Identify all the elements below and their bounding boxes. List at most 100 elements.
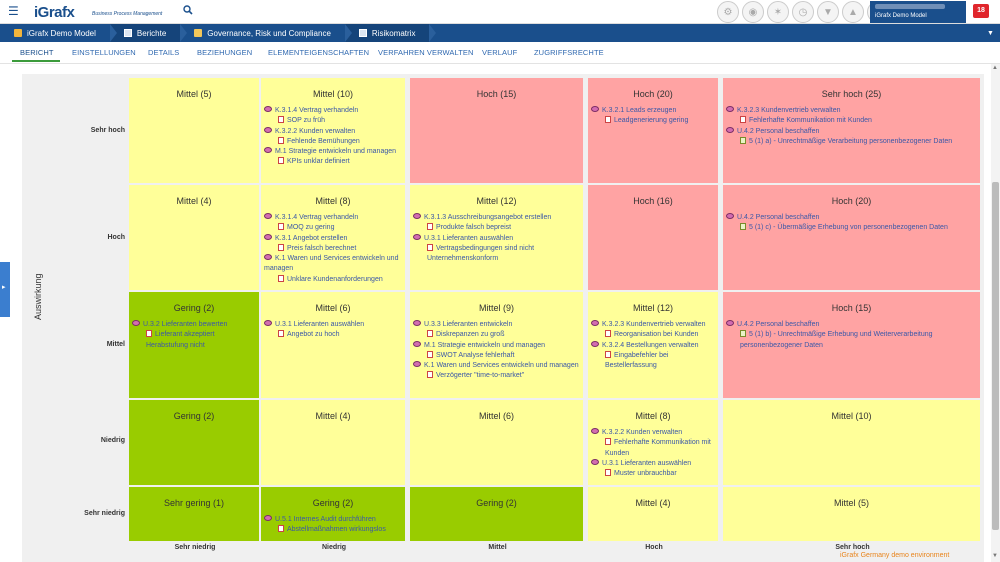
process-icon [591, 106, 599, 112]
process-link[interactable]: K.3.1 Angebot erstellen [264, 233, 402, 244]
risk-link[interactable]: Unklare Kundenanforderungen [264, 274, 402, 285]
matrix-cell[interactable]: Hoch (15) U.4.2 Personal beschaffen 5 (1) … [723, 292, 980, 398]
process-link[interactable]: U.3.1 Lieferanten auswählen [264, 320, 402, 330]
risk-link[interactable]: SOP zu früh [264, 116, 402, 126]
risk-link[interactable]: Leadgenerierung gering [591, 116, 715, 126]
matrix-cell[interactable]: Mittel (8) K.3.2.2 Kunden verwalten Fehler… [588, 400, 718, 485]
process-link[interactable]: K.1 Waren und Services entwickeln und ma… [413, 361, 580, 371]
matrix-cell[interactable]: Mittel (8) K.3.1.4 Vertrag verhandeln MOQ … [261, 185, 405, 290]
user-menu[interactable]: iGrafx Demo Model [870, 1, 966, 23]
process-link[interactable]: U.4.2 Personal beschaffen [726, 213, 977, 223]
matrix-cell[interactable]: Mittel (5) [723, 487, 980, 541]
breadcrumb-grc[interactable]: Governance, Risk und Compliance [180, 24, 352, 42]
tab-report[interactable]: BERICHT [20, 48, 54, 57]
risk-link[interactable]: SWOT Analyse fehlerhaft [413, 350, 580, 361]
risk-link[interactable]: Muster unbrauchbar [591, 469, 715, 479]
process-link[interactable]: K.1 Waren und Services entwickeln und ma… [264, 254, 402, 275]
matrix-cell[interactable]: Mittel (12) K.3.1.3 Ausschreibungsangebot… [410, 185, 583, 290]
process-link[interactable]: K.3.2.2 Kunden verwalten [591, 428, 715, 438]
matrix-cell[interactable]: Gering (2) [129, 400, 259, 485]
scroll-down-icon[interactable]: ▼ [992, 553, 998, 559]
search-icon[interactable] [183, 5, 193, 15]
tab-history[interactable]: VERLAUF [482, 48, 518, 57]
side-panel-toggle[interactable]: ▸ [0, 262, 10, 317]
tab-settings[interactable]: EINSTELLUNGEN [72, 48, 136, 57]
process-link[interactable]: K.3.1.3 Ausschreibungsangebot erstellen [413, 213, 580, 223]
shield-icon[interactable]: ▲ [842, 1, 864, 23]
org-chart-icon[interactable]: ◉ [742, 1, 764, 23]
matrix-cell[interactable]: Mittel (10) K.3.1.4 Vertrag verhandeln SOP… [261, 78, 405, 183]
risk-link[interactable]: KPIs unklar definiert [264, 157, 402, 167]
tab-access-rights[interactable]: ZUGRIFFSRECHTE [534, 48, 604, 57]
tab-relations[interactable]: BEZIEHUNGEN [197, 48, 253, 57]
process-link[interactable]: U.3.2 Lieferanten bewerten [132, 320, 256, 330]
risk-link[interactable]: Fehlende Bemühungen [264, 136, 402, 147]
process-link[interactable]: K.3.2.4 Bestellungen verwalten [591, 340, 715, 351]
risk-link[interactable]: Fehlerhafte Kommunikation mit Kunden [726, 116, 977, 126]
risk-link[interactable]: Preis falsch berechnet [264, 243, 402, 254]
process-link[interactable]: U.4.2 Personal beschaffen [726, 320, 977, 330]
process-link[interactable]: U.4.2 Personal beschaffen [726, 126, 977, 137]
regulation-link[interactable]: 5 (1) b) - Unrechtmäßige Erhebung und We… [726, 330, 977, 351]
process-link[interactable]: U.5.1 Internes Audit durchführen [264, 515, 402, 525]
matrix-cell[interactable]: Mittel (9) U.3.3 Lieferanten entwickeln Di… [410, 292, 583, 398]
process-link[interactable]: U.3.3 Lieferanten entwickeln [413, 320, 580, 330]
matrix-cell[interactable]: Mittel (6) [410, 400, 583, 485]
risk-link[interactable]: Angebot zu hoch [264, 330, 402, 340]
process-link[interactable]: K.3.2.2 Kunden verwalten [264, 126, 402, 137]
tab-manage-procedures[interactable]: VERFAHREN VERWALTEN [378, 48, 474, 57]
matrix-cell[interactable]: Mittel (4) [261, 400, 405, 485]
process-link[interactable]: U.3.1 Lieferanten auswählen [591, 458, 715, 469]
breadcrumb-model[interactable]: iGrafx Demo Model [0, 24, 117, 42]
breadcrumb-risk-matrix[interactable]: Risikomatrix [344, 24, 436, 42]
filter-icon[interactable]: ▼ [817, 1, 839, 23]
risk-link[interactable]: Lieferant akzeptiert Herabstufung nicht [132, 330, 256, 351]
risk-link[interactable]: MOQ zu gering [264, 223, 402, 233]
matrix-cell[interactable]: Mittel (12) K.3.2.3 Kundenvertrieb verwal… [588, 292, 718, 398]
regulation-link[interactable]: 5 (1) a) - Unrechtmäßige Verarbeitung pe… [726, 136, 977, 147]
matrix-cell[interactable]: Gering (2) U.3.2 Lieferanten bewerten Lief… [129, 292, 259, 398]
risk-link[interactable]: Vertragsbedingungen sind nicht Unternehm… [413, 243, 580, 265]
matrix-cell[interactable]: Hoch (16) [588, 185, 718, 290]
risk-link[interactable]: Diskrepanzen zu groß [413, 330, 580, 340]
matrix-cell[interactable]: Mittel (10) [723, 400, 980, 485]
risk-link[interactable]: Produkte falsch bepreist [413, 223, 580, 233]
matrix-cell[interactable]: Mittel (5) [129, 78, 259, 183]
scrollbar-thumb[interactable] [992, 182, 999, 530]
scroll-up-icon[interactable]: ▲ [992, 65, 998, 71]
menu-icon[interactable]: ☰ [8, 4, 19, 18]
tab-details[interactable]: DETAILS [148, 48, 180, 57]
process-link[interactable]: M.1 Strategie entwickeln und managen [413, 340, 580, 351]
matrix-cell[interactable]: Gering (2) [410, 487, 583, 541]
risk-link[interactable]: Eingabefehler bei Bestellerfassung [591, 350, 715, 372]
process-link[interactable]: K.3.1.4 Vertrag verhandeln [264, 213, 402, 223]
matrix-cell[interactable]: Mittel (4) [129, 185, 259, 290]
risk-link[interactable]: Reorganisation bei Kunden [591, 330, 715, 340]
matrix-cell[interactable]: Gering (2) U.5.1 Internes Audit durchführ… [261, 487, 405, 541]
matrix-cell[interactable]: Sehr gering (1) [129, 487, 259, 541]
process-link[interactable]: M.1 Strategie entwickeln und managen [264, 147, 402, 157]
process-map-icon[interactable]: ⚙ [717, 1, 739, 23]
clock-icon[interactable]: ◷ [792, 1, 814, 23]
risk-link[interactable]: Verzögerter "time-to-market" [413, 371, 580, 381]
matrix-cell[interactable]: Sehr hoch (25) K.3.2.3 Kundenvertrieb ver… [723, 78, 980, 183]
process-link[interactable]: K.3.2.3 Kundenvertrieb verwalten [726, 106, 977, 116]
matrix-cell[interactable]: Mittel (4) [588, 487, 718, 541]
process-link[interactable]: K.3.2.3 Kundenvertrieb verwalten [591, 320, 715, 330]
risk-link[interactable]: Fehlerhafte Kommunikation mit Kunden [591, 438, 715, 459]
risk-link[interactable]: Abstellmaßnahmen wirkungslos [264, 525, 402, 535]
regulation-link[interactable]: 5 (1) c) - Übermäßige Erhebung von perso… [726, 223, 977, 233]
process-link[interactable]: K.3.2.1 Leads erzeugen [591, 106, 715, 116]
risk-icon [278, 330, 284, 338]
tab-element-properties[interactable]: ELEMENTEIGENSCHAFTEN [268, 48, 370, 57]
matrix-cell[interactable]: Hoch (15) [410, 78, 583, 183]
process-link[interactable]: K.3.1.4 Vertrag verhandeln [264, 106, 402, 116]
matrix-cell[interactable]: Hoch (20) U.4.2 Personal beschaffen 5 (1) … [723, 185, 980, 290]
breadcrumb-reports[interactable]: Berichte [109, 24, 188, 42]
notification-badge[interactable]: 18 [973, 4, 989, 18]
matrix-cell[interactable]: Mittel (6) U.3.1 Lieferanten auswählen Ang… [261, 292, 405, 398]
chevron-down-icon[interactable]: ▼ [987, 30, 994, 37]
process-link[interactable]: U.3.1 Lieferanten auswählen [413, 233, 580, 244]
compass-icon[interactable]: ✶ [767, 1, 789, 23]
matrix-cell[interactable]: Hoch (20) K.3.2.1 Leads erzeugen Leadgener… [588, 78, 718, 183]
